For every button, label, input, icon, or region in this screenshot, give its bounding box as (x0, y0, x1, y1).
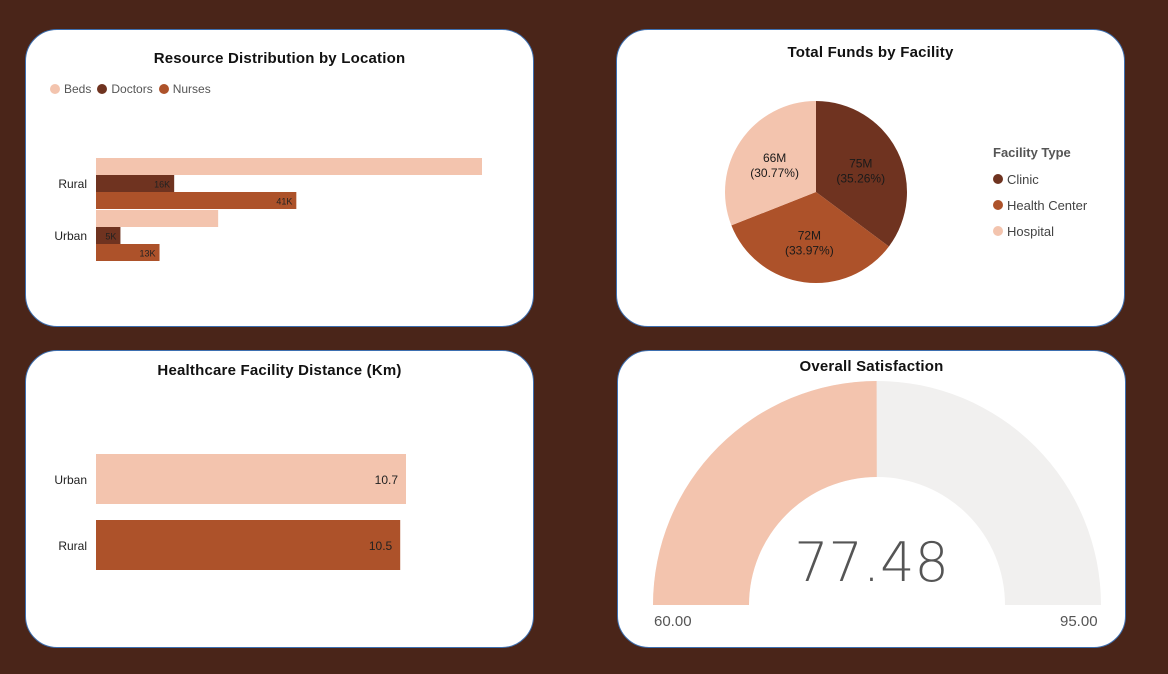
bar-beds-urban[interactable] (96, 210, 219, 227)
funds-legend-title: Facility Type (993, 145, 1071, 160)
distance-bar-urban[interactable] (96, 454, 406, 504)
resource-distribution-card: Resource Distribution by Location Beds D… (25, 29, 534, 327)
pie-value-label: 72M (798, 229, 821, 243)
legend-item-beds[interactable]: Beds (50, 82, 91, 96)
gauge-min-label: 60.00 (654, 613, 692, 630)
satisfaction-gauge (653, 381, 1101, 605)
distance-bar-chart: Urban 10.7 Rural 10.5 (54, 454, 406, 570)
distance-value-rural: 10.5 (369, 539, 393, 553)
nurses-dot-icon (158, 84, 169, 94)
funds-chart-title: Total Funds by Facility (787, 44, 954, 61)
health-center-dot-icon (993, 200, 1003, 210)
distance-value-urban: 10.7 (375, 473, 399, 487)
bar-nurses-urban[interactable] (96, 244, 160, 261)
distance-category-rural: Rural (58, 539, 87, 553)
clinic-dot-icon (993, 174, 1003, 184)
category-label-urban: Urban (54, 229, 87, 243)
pie-value-label: 66M (763, 151, 786, 165)
satisfaction-chart-title: Overall Satisfaction (799, 358, 944, 375)
distance-bar-rural[interactable] (96, 520, 401, 570)
resource-bar-chart: Rural 16K 41K Urban 5K 13K (54, 158, 482, 261)
bar-label-nurses-urban: 13K (140, 249, 156, 259)
bar-label-doctors-rural: 16K (154, 180, 170, 190)
legend-item-doctors[interactable]: Doctors (97, 82, 153, 96)
facility-distance-card: Healthcare Facility Distance (Km) Urban 1… (25, 350, 534, 648)
funds-pie-chart: 75M(35.26%) 72M(33.97%) 66M(30.77%) (725, 101, 907, 284)
beds-dot-icon (50, 84, 60, 94)
legend-item-hospital[interactable]: Hospital (993, 218, 1087, 244)
pie-slice-clinic[interactable] (816, 101, 907, 247)
legend-item-health-center[interactable]: Health Center (993, 192, 1087, 218)
pie-percent-label: (30.77%) (750, 166, 799, 180)
pie-slice-hospital[interactable] (725, 101, 816, 226)
resource-chart-title: Resource Distribution by Location (153, 50, 406, 67)
distance-category-urban: Urban (54, 473, 87, 487)
gauge-value: 77.48 (794, 531, 949, 594)
bar-nurses-rural[interactable] (96, 192, 297, 209)
pie-value-label: 75M (849, 157, 872, 171)
bar-doctors-urban[interactable] (96, 227, 121, 244)
legend-item-clinic[interactable]: Clinic (993, 166, 1087, 192)
bar-label-doctors-urban: 5K (105, 232, 116, 242)
pie-slice-health-center[interactable] (731, 192, 889, 284)
bar-beds-rural[interactable] (96, 158, 482, 175)
pie-percent-label: (33.97%) (785, 244, 834, 258)
pie-percent-label: (35.26%) (836, 172, 885, 186)
distance-chart-title: Healthcare Facility Distance (Km) (157, 362, 402, 379)
funds-legend: Facility Type Clinic Health Center Hospi… (993, 145, 1087, 244)
gauge-fill (653, 381, 877, 605)
legend-item-nurses[interactable]: Nurses (158, 82, 211, 96)
category-label-rural: Rural (58, 177, 87, 191)
resource-legend: Beds Doctors Nurses (50, 82, 211, 96)
total-funds-card: Total Funds by Facility 75M (35.26%) 72M (3… (616, 29, 1125, 327)
satisfaction-card: Overall Satisfaction 77.48 60.00 95.00 (617, 350, 1126, 648)
hospital-dot-icon (993, 226, 1003, 236)
bar-doctors-rural[interactable] (96, 175, 175, 192)
doctors-dot-icon (97, 84, 108, 94)
bar-label-nurses-rural: 41K (276, 197, 292, 207)
gauge-max-label: 95.00 (1060, 613, 1098, 630)
